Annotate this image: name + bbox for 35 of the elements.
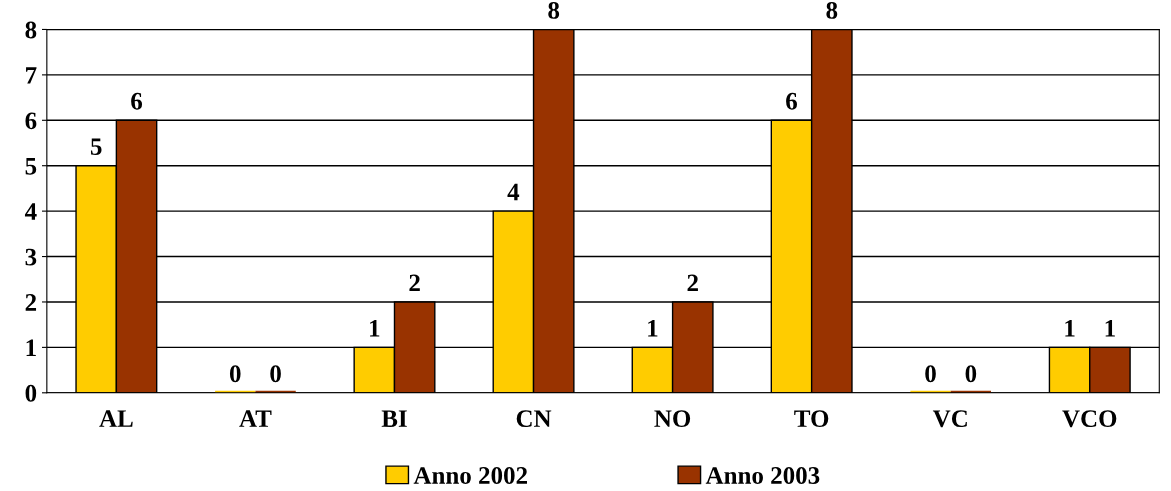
data-label: 0 [965, 365, 977, 383]
data-label: 8 [548, 1, 560, 19]
data-label: 1 [1105, 320, 1115, 337]
data-label: 2 [687, 274, 698, 292]
data-label: 6 [786, 92, 798, 110]
legend-label: Anno 2003 [705, 467, 820, 484]
x-tick-label: AL [99, 410, 133, 427]
x-tick-label: VC [932, 410, 967, 428]
y-tick-label: 7 [26, 67, 37, 84]
x-tick-label: TO [794, 410, 829, 428]
data-label: 1 [648, 320, 658, 337]
y-tick-label: 6 [25, 112, 37, 130]
x-tick-label: BI [381, 410, 407, 427]
data-label: 0 [229, 365, 241, 383]
data-label: 2 [409, 274, 420, 292]
y-tick-label: 4 [24, 203, 37, 220]
y-tick-label: 5 [25, 158, 37, 175]
data-label: 1 [1065, 320, 1075, 337]
y-tick-label: 2 [25, 294, 37, 311]
y-tick-label: 0 [25, 384, 37, 402]
x-tick-label: NO [654, 410, 691, 428]
data-label: 1 [370, 320, 380, 337]
x-tick-label: AT [239, 410, 272, 427]
y-tick-label: 8 [25, 21, 37, 39]
y-tick-label: 3 [25, 248, 37, 266]
data-label: 5 [90, 138, 102, 156]
data-label: 0 [925, 365, 936, 383]
x-tick-label: VCO [1062, 410, 1117, 428]
y-tick-label: 1 [26, 339, 36, 357]
data-label: 6 [131, 92, 143, 110]
x-tick-label: CN [516, 410, 552, 428]
data-label: 8 [826, 1, 838, 19]
legend-label: Anno 2002 [413, 467, 527, 484]
data-label: 0 [270, 365, 281, 383]
data-label: 4 [507, 183, 520, 201]
